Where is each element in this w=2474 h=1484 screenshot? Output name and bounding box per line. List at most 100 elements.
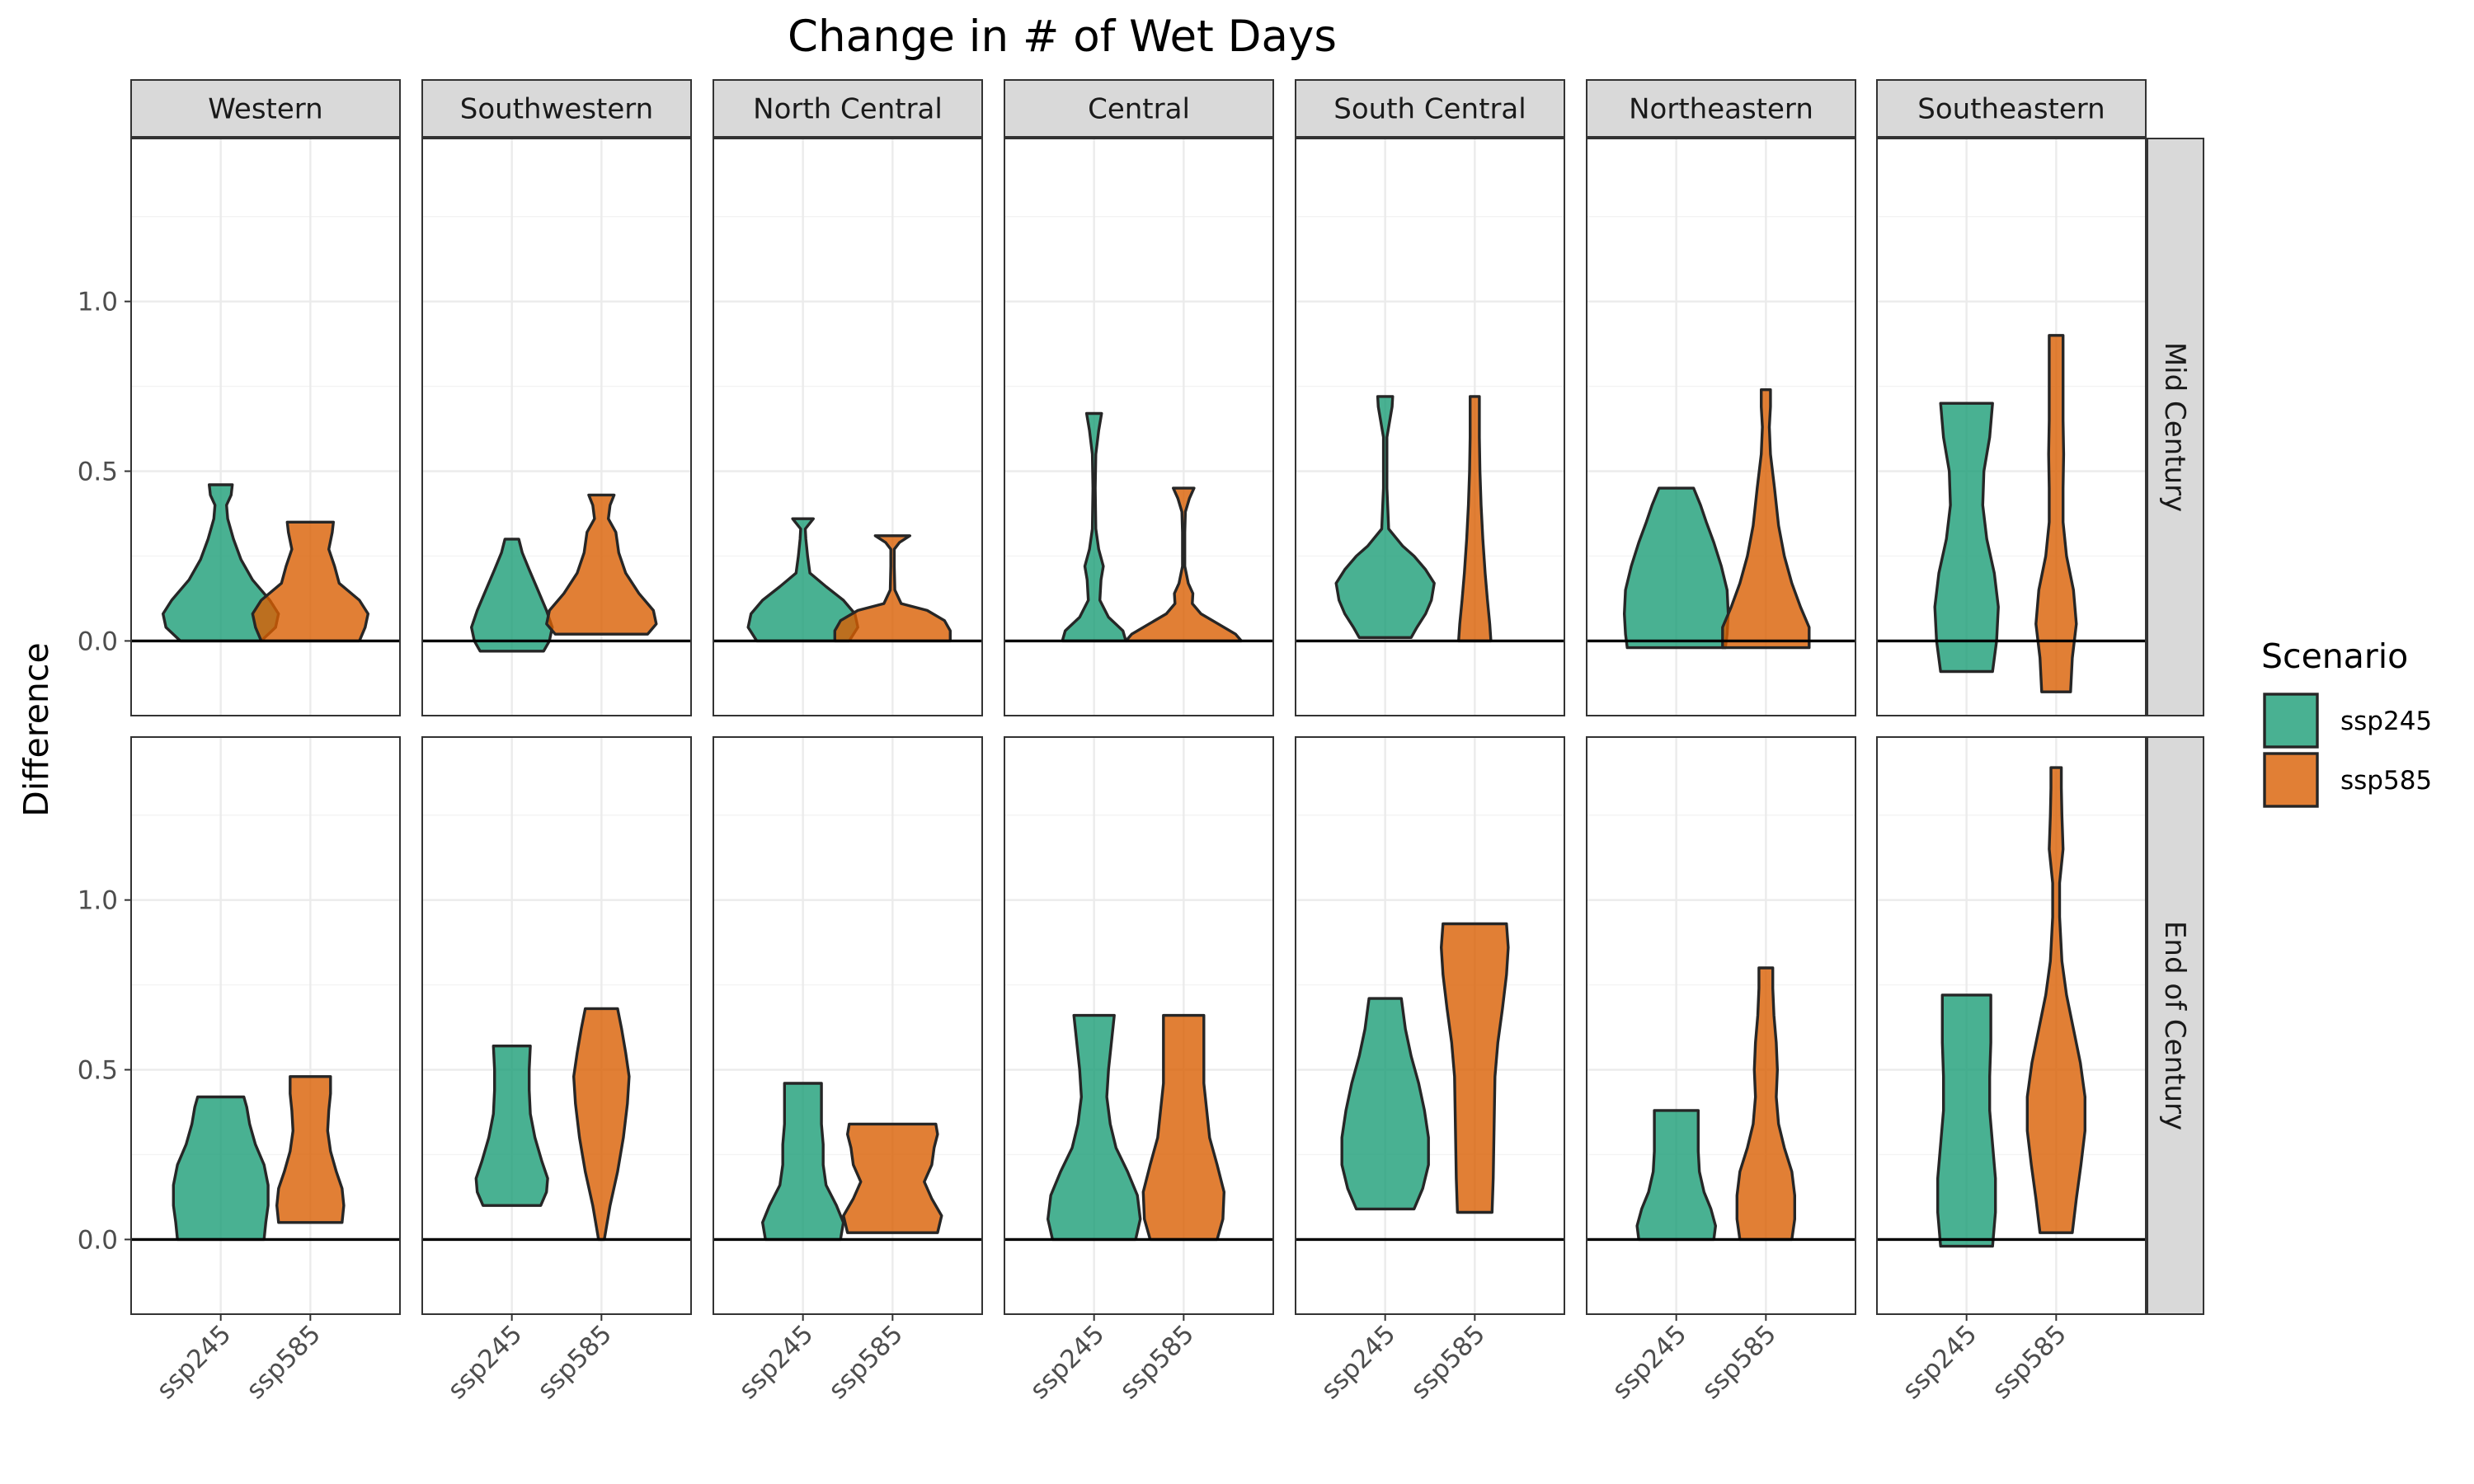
x-tick-label-ssp585: ssp585: [823, 1319, 909, 1405]
panel-end-of-century-north-central: [713, 736, 983, 1315]
panel-border: [1295, 138, 1565, 716]
panel-border: [713, 736, 983, 1315]
violin-mid-century-south-central-ssp245: [1334, 395, 1436, 639]
violin-end-of-century-northeastern-ssp245: [1635, 1109, 1717, 1242]
violin-end-of-century-southwestern-ssp585: [572, 1007, 631, 1242]
violin-end-of-century-south-central-ssp245: [1340, 997, 1430, 1211]
strip-label-mid-century: Mid Century: [2158, 342, 2191, 512]
strip-southeastern: [1876, 79, 2147, 138]
legend-swatch-ssp245: [2263, 693, 2319, 749]
x-tick-label-ssp245: ssp245: [1315, 1319, 1401, 1405]
strip-south-central: [1295, 79, 1565, 138]
x-tick-label-ssp245: ssp245: [1024, 1319, 1110, 1405]
panel-border: [1004, 138, 1274, 716]
strip-label-western: Western: [208, 93, 322, 126]
x-tick-label-ssp585: ssp585: [532, 1319, 618, 1405]
strip-label-end-of-century: End of Century: [2158, 921, 2191, 1130]
panel-end-of-century-northeastern: [1586, 736, 1856, 1315]
violin-mid-century-southwestern-ssp585: [545, 493, 658, 636]
violin-mid-century-north-central-ssp585: [833, 534, 952, 643]
y-tick-label: 0.5: [78, 1056, 118, 1086]
strip-end-of-century: [2147, 736, 2204, 1315]
panel-background: [422, 737, 691, 1314]
panel-end-of-century-south-central: [1295, 736, 1565, 1315]
y-tick-label: 0.0: [78, 627, 118, 656]
legend-swatch-ssp585: [2263, 752, 2319, 808]
strip-southwestern: [421, 79, 692, 138]
panel-border: [1586, 138, 1856, 716]
panel-background: [1587, 737, 1856, 1314]
x-tick-label-ssp585: ssp585: [1696, 1319, 1782, 1405]
y-axis-title: Difference: [16, 642, 56, 816]
panel-border: [1586, 736, 1856, 1315]
panel-background: [1296, 139, 1564, 716]
violin-mid-century-southeastern-ssp585: [2034, 334, 2078, 693]
violin-mid-century-southeastern-ssp245: [1933, 402, 2000, 674]
strip-mid-century: [2147, 138, 2204, 716]
strip-western: [130, 79, 401, 138]
strip-label-central: Central: [1088, 93, 1190, 126]
violin-end-of-century-north-central-ssp245: [761, 1082, 845, 1242]
panel-border: [1295, 736, 1565, 1315]
y-tick-label: 0.5: [78, 458, 118, 487]
x-tick-label-ssp585: ssp585: [1405, 1319, 1491, 1405]
violin-end-of-century-western-ssp245: [172, 1095, 270, 1242]
panel-mid-century-north-central: [713, 138, 983, 716]
panel-border: [713, 138, 983, 716]
x-tick-label-ssp245: ssp245: [1606, 1319, 1692, 1405]
x-tick-label-ssp585: ssp585: [1114, 1319, 1200, 1405]
violin-end-of-century-north-central-ssp585: [842, 1122, 943, 1234]
violin-mid-century-central-ssp585: [1124, 486, 1243, 643]
strip-northeastern: [1586, 79, 1856, 138]
x-tick-label-ssp245: ssp245: [733, 1319, 819, 1405]
x-tick-label-ssp585: ssp585: [241, 1319, 327, 1405]
panel-background: [1877, 737, 2146, 1314]
violin-end-of-century-central-ssp585: [1141, 1013, 1225, 1242]
violin-end-of-century-south-central-ssp585: [1440, 922, 1510, 1214]
violin-end-of-century-southwestern-ssp245: [474, 1045, 549, 1207]
y-tick-label: 1.0: [78, 288, 118, 317]
x-tick-label-ssp245: ssp245: [151, 1319, 237, 1405]
strip-central: [1004, 79, 1274, 138]
violin-end-of-century-northeastern-ssp585: [1735, 966, 1796, 1242]
violin-mid-century-north-central-ssp245: [746, 517, 859, 643]
panel-mid-century-southwestern: [421, 138, 692, 716]
panel-mid-century-central: [1004, 138, 1274, 716]
panel-end-of-century-southwestern: [421, 736, 692, 1315]
violin-mid-century-western-ssp245: [162, 483, 280, 643]
panel-border: [421, 138, 692, 716]
panel-mid-century-south-central: [1295, 138, 1565, 716]
strip-north-central: [713, 79, 983, 138]
legend-label-ssp585: ssp585: [2340, 766, 2432, 796]
panel-border: [1004, 736, 1274, 1315]
panel-background: [1877, 139, 2146, 716]
panel-border: [1876, 736, 2147, 1315]
strip-label-southeastern: Southeastern: [1917, 93, 2105, 126]
violin-end-of-century-southeastern-ssp245: [1936, 993, 1997, 1248]
strip-label-southwestern: Southwestern: [460, 93, 653, 126]
x-tick-label-ssp585: ssp585: [1987, 1319, 2072, 1405]
legend: Scenario ssp245 ssp585: [2261, 636, 2432, 808]
violin-mid-century-northeastern-ssp245: [1623, 486, 1730, 650]
chart-title: Change in # of Wet Days: [788, 12, 1337, 62]
panel-background: [1296, 737, 1564, 1314]
facet-panels: Western Southwestern North Central Central S…: [78, 79, 2204, 1405]
legend-title: Scenario: [2261, 636, 2408, 676]
panel-end-of-century-western: [130, 736, 401, 1315]
legend-label-ssp245: ssp245: [2340, 707, 2432, 736]
panel-mid-century-western: [130, 138, 401, 716]
panel-border: [130, 138, 401, 716]
panel-end-of-century-southeastern: [1876, 736, 2147, 1315]
strip-label-northeastern: Northeastern: [1629, 93, 1813, 126]
y-tick-label: 1.0: [78, 886, 118, 916]
panel-mid-century-southeastern: [1876, 138, 2147, 716]
violin-mid-century-central-ssp245: [1061, 411, 1127, 643]
violin-end-of-century-western-ssp585: [275, 1075, 346, 1224]
y-tick-label: 0.0: [78, 1225, 118, 1255]
violin-mid-century-south-central-ssp585: [1457, 395, 1493, 643]
violin-mid-century-western-ssp585: [251, 520, 369, 643]
panel-border: [130, 736, 401, 1315]
panel-mid-century-northeastern: [1586, 138, 1856, 716]
